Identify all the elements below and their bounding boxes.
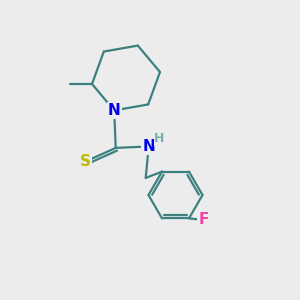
Text: N: N	[108, 103, 121, 118]
Text: H: H	[154, 132, 165, 146]
Text: S: S	[80, 154, 91, 169]
Text: N: N	[142, 139, 155, 154]
Text: F: F	[198, 212, 208, 227]
